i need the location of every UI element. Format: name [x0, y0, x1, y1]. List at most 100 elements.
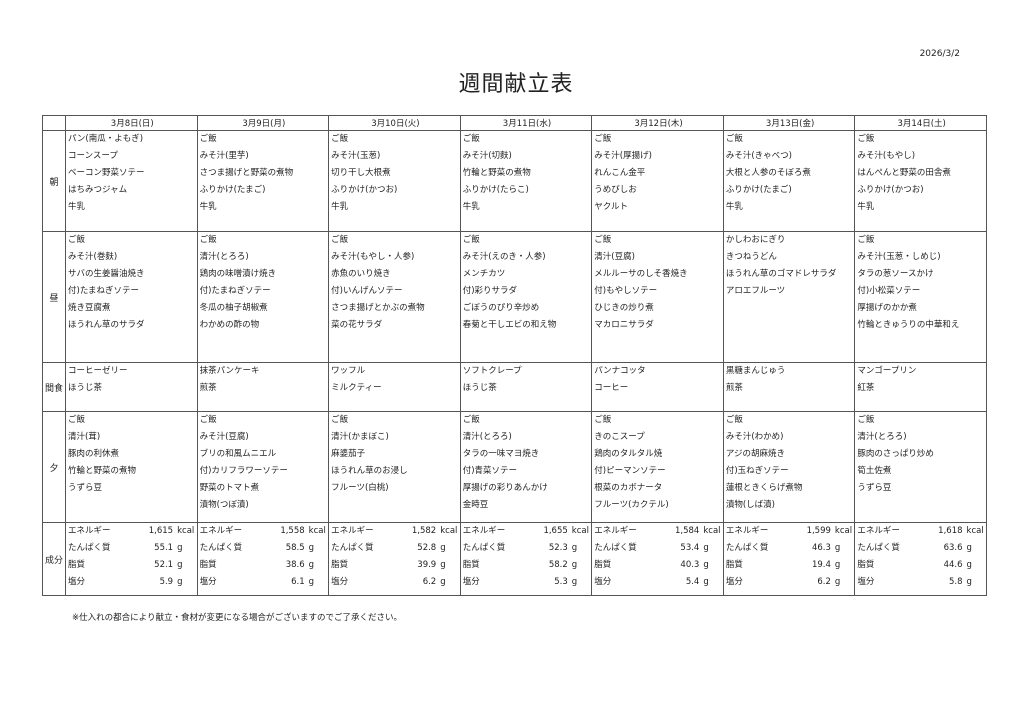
menu-item: 付)ピーマンソテー	[594, 466, 666, 476]
menu-item: ご飯	[857, 235, 875, 245]
menu-item: ご飯	[857, 415, 875, 425]
nutrition-line: エネルギー 1,618 kcal	[857, 523, 986, 540]
menu-item: ご飯	[462, 415, 480, 425]
nutrition-line: 塩分 6.2 g	[726, 574, 855, 591]
menu-item: 牛乳	[68, 202, 86, 212]
footnote: ※仕入れの都合により献立・食材が変更になる場合がございますのでご了承ください。	[72, 613, 402, 623]
menu-item: ベーコン野菜ソテー	[68, 168, 145, 178]
menu-item: 切り干し大根煮	[331, 168, 391, 178]
menu-cell: ご飯 きのこスープ 鶏肉のタルタル焼 付)ピーマンソテー 根菜のカボナータ フルーツ(カク…	[591, 411, 724, 523]
menu-item: 付)玉ねぎソテー	[725, 466, 789, 476]
menu-cell: ご飯 清汁(かまぼこ) 麻婆茄子 ほうれん草のお浸し フルーツ(白桃)	[328, 411, 461, 523]
nutrient-unit: g	[834, 577, 841, 587]
nutrient-name: 塩分	[68, 577, 86, 587]
nutrient-name: エネルギー	[331, 526, 374, 536]
nutrient-name: エネルギー	[594, 526, 637, 536]
menu-item: 付)いんげんソテー	[331, 286, 403, 296]
menu-item: ほうれん草のサラダ	[68, 320, 145, 330]
nutrition-line: 脂質 38.6 g	[200, 557, 329, 574]
menu-item: みそ汁(切麩)	[462, 151, 512, 161]
day-header: 3月14日(土)	[854, 115, 987, 131]
menu-item: うずら豆	[857, 483, 892, 493]
menu-item: 付)たまねぎソテー	[199, 286, 271, 296]
menu-item: 鶏肉の味噌漬け焼き	[199, 269, 277, 279]
nutrient-value: 63.6	[943, 543, 963, 553]
menu-item: メンチカツ	[462, 269, 506, 279]
nutrient-value: 40.3	[680, 560, 700, 570]
menu-item: 付)もやしソテー	[594, 286, 658, 296]
nutrient-unit: g	[177, 543, 183, 553]
nutrient-unit: g	[834, 560, 841, 570]
nutrition-label: 成分	[42, 522, 66, 596]
menu-cell: ご飯 みそ汁(巻麩) サバの生姜醤油焼き 付)たまねぎソテー 焼き豆腐煮 ほうれん草のサラ…	[65, 231, 198, 363]
menu-item: ご飯	[331, 235, 349, 245]
menu-item: みそ汁(里芋)	[199, 151, 249, 161]
nutrient-value: 39.9	[417, 560, 437, 570]
menu-item: 竹輪と野菜の煮物	[68, 466, 137, 476]
nutrient-name: 脂質	[857, 560, 875, 570]
nutrient-value: 53.4	[680, 543, 700, 553]
nutrition-line: たんぱく質 53.4 g	[594, 540, 723, 557]
menu-item: みそ汁(厚揚げ)	[594, 151, 652, 161]
nutrient-unit: kcal	[966, 526, 984, 536]
nutrient-value: 52.3	[548, 543, 568, 553]
menu-item: サバの生姜醤油焼き	[68, 269, 145, 279]
nutrition-cell: エネルギー 1,615 kcal たんぱく質 55.1 g 脂質 52.1 g 塩分 5.9 g	[65, 522, 198, 596]
nutrient-name: 塩分	[331, 577, 349, 587]
menu-item: マンゴープリン	[857, 366, 917, 376]
menu-item: アロエフルーツ	[725, 286, 786, 296]
page-title: 週間献立表	[458, 72, 574, 97]
menu-item: ほうれん草のゴマドレサラダ	[725, 269, 837, 279]
nutrient-unit: g	[571, 560, 578, 570]
menu-cell: ご飯 みそ汁(わかめ) アジの胡麻焼き 付)玉ねぎソテー 蓮根ときくらげ煮物 漬物(しば漬…	[722, 411, 856, 523]
menu-item: 蓮根ときくらげ煮物	[725, 483, 803, 493]
nutrition-line: たんぱく質 52.3 g	[463, 540, 592, 557]
menu-item: 付)彩りサラダ	[462, 286, 518, 296]
menu-item: ソフトクレープ	[462, 366, 522, 376]
menu-item: 清汁(とろろ)	[199, 252, 249, 262]
nutrition-line: 塩分 6.2 g	[331, 574, 460, 591]
menu-item: 豚肉のさっぱり炒め	[857, 449, 934, 459]
menu-cell: ご飯 清汁(豆腐) メルルーサのしそ香焼き 付)もやしソテー ひじきの炒り煮 マカロニサラ…	[591, 231, 724, 363]
menu-item: きつねうどん	[725, 252, 777, 262]
menu-item: 春菊と干しエビの和え物	[462, 320, 557, 330]
nutrition-line: たんぱく質 55.1 g	[68, 540, 197, 557]
menu-item: パンナコッタ	[594, 366, 646, 376]
menu-item: 清汁(茸)	[68, 432, 101, 442]
menu-item: はちみつジャム	[68, 185, 128, 195]
menu-item: みそ汁(玉葱・しめじ)	[857, 252, 941, 262]
nutrient-value: 5.3	[554, 577, 568, 587]
menu-item: ご飯	[68, 235, 86, 245]
nutrient-name: 脂質	[199, 560, 217, 570]
menu-cell: ワッフル ミルクティー	[328, 362, 461, 412]
nutrient-value: 1,599	[806, 526, 831, 536]
nutrient-value: 1,582	[411, 526, 437, 536]
menu-item: ミルクティー	[331, 383, 382, 393]
menu-item: ふりかけ(かつお)	[857, 185, 924, 195]
nutrient-value: 5.8	[948, 577, 963, 587]
menu-item: みそ汁(もやし・人参)	[331, 252, 415, 262]
nutrition-line: たんぱく質 63.6 g	[857, 540, 986, 557]
nutrition-line: 塩分 6.1 g	[200, 574, 329, 591]
menu-item: アジの胡麻焼き	[725, 449, 785, 459]
nutrient-unit: kcal	[177, 526, 195, 536]
nutrient-name: 脂質	[725, 560, 743, 570]
menu-item: コーンスープ	[68, 151, 118, 161]
menu-item: メルルーサのしそ香焼き	[594, 269, 688, 279]
menu-item: ご飯	[462, 235, 480, 245]
nutrient-value: 1,618	[938, 526, 963, 536]
menu-item: 清汁(とろろ)	[462, 432, 512, 442]
menu-item: ご飯	[199, 235, 217, 245]
menu-item: はんぺんと野菜の田舎煮	[857, 168, 951, 178]
nutrient-unit: kcal	[703, 526, 721, 536]
lunch-label: 昼	[42, 231, 66, 363]
menu-cell: ご飯 みそ汁(玉葱・しめじ) タラの葱ソースかけ 付)小松菜ソテー 厚揚げのかか煮 竹輪と…	[854, 231, 987, 363]
nutrition-cell: エネルギー 1,599 kcal たんぱく質 46.3 g 脂質 19.4 g 塩分 6.2 g	[722, 522, 856, 596]
nutrient-value: 6.1	[291, 577, 305, 587]
nutrient-unit: g	[703, 560, 709, 570]
nutrient-value: 55.1	[154, 543, 174, 553]
nutrient-value: 58.5	[285, 543, 305, 553]
nutrition-line: 脂質 58.2 g	[463, 557, 592, 574]
weekly-menu-table: 3月8日(日) 3月9日(月) 3月10日(火) 3月11日(水) 3月12日(木) 3月…	[42, 115, 987, 596]
menu-item: ご飯	[199, 415, 217, 425]
